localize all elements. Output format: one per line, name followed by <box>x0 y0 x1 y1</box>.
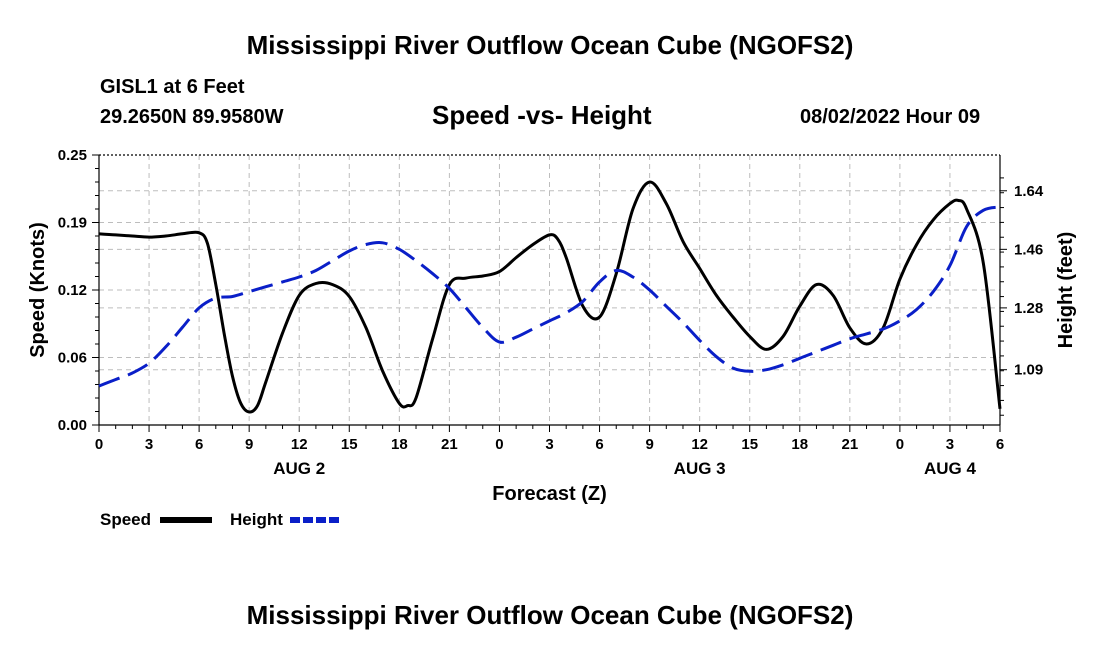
x-tick-label: 0 <box>495 436 503 453</box>
x-tick-label: 21 <box>841 436 858 453</box>
y2-tick-label: 1.09 <box>1014 362 1043 379</box>
y2-tick-label: 1.64 <box>1014 183 1044 200</box>
y-tick-label: 0.12 <box>58 282 87 299</box>
y-tick-label: 0.19 <box>58 215 87 232</box>
x-tick-label: 9 <box>645 436 653 453</box>
x-tick-label: 9 <box>245 436 253 453</box>
x-tick-label: 0 <box>95 436 103 453</box>
chart-title: Speed -vs- Height <box>432 100 652 130</box>
forecast-datetime: 08/02/2022 Hour 09 <box>800 106 981 128</box>
speed-height-chart: 0 3 6 9 12 15 18 21 0 3 6 9 12 15 18 21 0 3 6 AUG 2 AUG 3 AUG… <box>27 147 1077 523</box>
x-tick-label: 6 <box>595 436 603 453</box>
y-axis-title: Speed (Knots) <box>27 222 49 358</box>
legend-speed-label: Speed <box>100 510 152 529</box>
x-tick-label: 12 <box>691 436 708 453</box>
x-tick-label: 12 <box>291 436 308 453</box>
series-line-speed <box>98 180 1002 414</box>
y2-tick-label: 1.46 <box>1014 241 1043 258</box>
series-line-height <box>98 205 1001 388</box>
y2-axis-title: Height (feet) <box>1055 232 1077 349</box>
x-tick-label: 3 <box>545 436 553 453</box>
legend-height-label: Height <box>230 510 283 529</box>
y-tick-label: 0.00 <box>58 417 87 434</box>
x-tick-label: 0 <box>896 436 904 453</box>
footer-title: Mississippi River Outflow Ocean Cube (NG… <box>246 600 854 630</box>
station-coordinates: 29.2650N 89.9580W <box>100 106 284 128</box>
x-date-label: AUG 2 <box>273 459 325 478</box>
x-tick-label: 3 <box>946 436 954 453</box>
x-tick-label: 18 <box>791 436 808 453</box>
x-tick-label: 15 <box>341 436 358 453</box>
x-tick-label: 6 <box>996 436 1004 453</box>
x-tick-label: 3 <box>145 436 153 453</box>
x-tick-label: 6 <box>195 436 203 453</box>
main-title: Mississippi River Outflow Ocean Cube (NG… <box>246 30 854 60</box>
station-name: GISL1 at 6 Feet <box>100 76 245 98</box>
x-tick-label: 18 <box>391 436 408 453</box>
x-date-label: AUG 3 <box>674 459 726 478</box>
y-tick-label: 0.25 <box>58 147 87 164</box>
x-axis-title: Forecast (Z) <box>492 483 606 505</box>
y-tick-label: 0.06 <box>58 350 87 367</box>
x-tick-label: 21 <box>441 436 458 453</box>
x-tick-label: 15 <box>741 436 758 453</box>
x-date-label: AUG 4 <box>924 459 977 478</box>
y2-tick-label: 1.28 <box>1014 300 1043 317</box>
